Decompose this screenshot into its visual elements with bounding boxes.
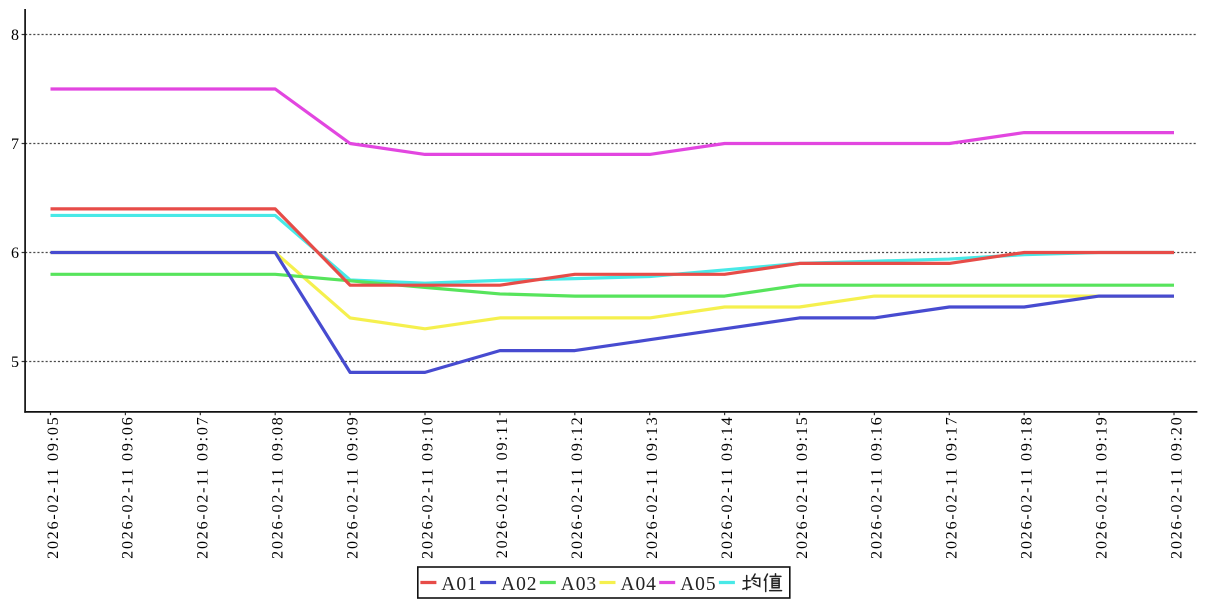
svg-text:2026-02-11 09:20: 2026-02-11 09:20 — [1168, 416, 1185, 559]
svg-text:2026-02-11 09:13: 2026-02-11 09:13 — [644, 416, 661, 559]
svg-text:2026-02-11 09:16: 2026-02-11 09:16 — [869, 416, 886, 559]
svg-text:A03: A03 — [561, 574, 597, 595]
svg-text:5: 5 — [11, 354, 19, 371]
svg-text:2026-02-11 09:19: 2026-02-11 09:19 — [1093, 416, 1110, 559]
svg-text:2026-02-11 09:09: 2026-02-11 09:09 — [344, 416, 361, 559]
svg-text:A05: A05 — [680, 574, 716, 595]
svg-text:2026-02-11 09:05: 2026-02-11 09:05 — [45, 416, 62, 559]
svg-text:2026-02-11 09:12: 2026-02-11 09:12 — [569, 416, 586, 559]
svg-text:8: 8 — [11, 27, 19, 44]
svg-text:2026-02-11 09:15: 2026-02-11 09:15 — [794, 416, 811, 559]
svg-text:A02: A02 — [501, 574, 537, 595]
svg-text:A01: A01 — [441, 574, 477, 595]
svg-text:2026-02-11 09:17: 2026-02-11 09:17 — [944, 416, 961, 559]
svg-text:2026-02-11 09:07: 2026-02-11 09:07 — [195, 416, 212, 559]
svg-text:2026-02-11 09:08: 2026-02-11 09:08 — [270, 416, 287, 559]
svg-text:7: 7 — [11, 136, 19, 153]
svg-text:2026-02-11 09:14: 2026-02-11 09:14 — [719, 416, 736, 559]
svg-text:2026-02-11 09:11: 2026-02-11 09:11 — [494, 416, 511, 559]
svg-text:2026-02-11 09:10: 2026-02-11 09:10 — [419, 416, 436, 559]
svg-text:A04: A04 — [621, 574, 657, 595]
svg-text:2026-02-11 09:18: 2026-02-11 09:18 — [1019, 416, 1036, 559]
svg-text:2026-02-11 09:06: 2026-02-11 09:06 — [120, 416, 137, 559]
svg-text:6: 6 — [11, 245, 19, 262]
